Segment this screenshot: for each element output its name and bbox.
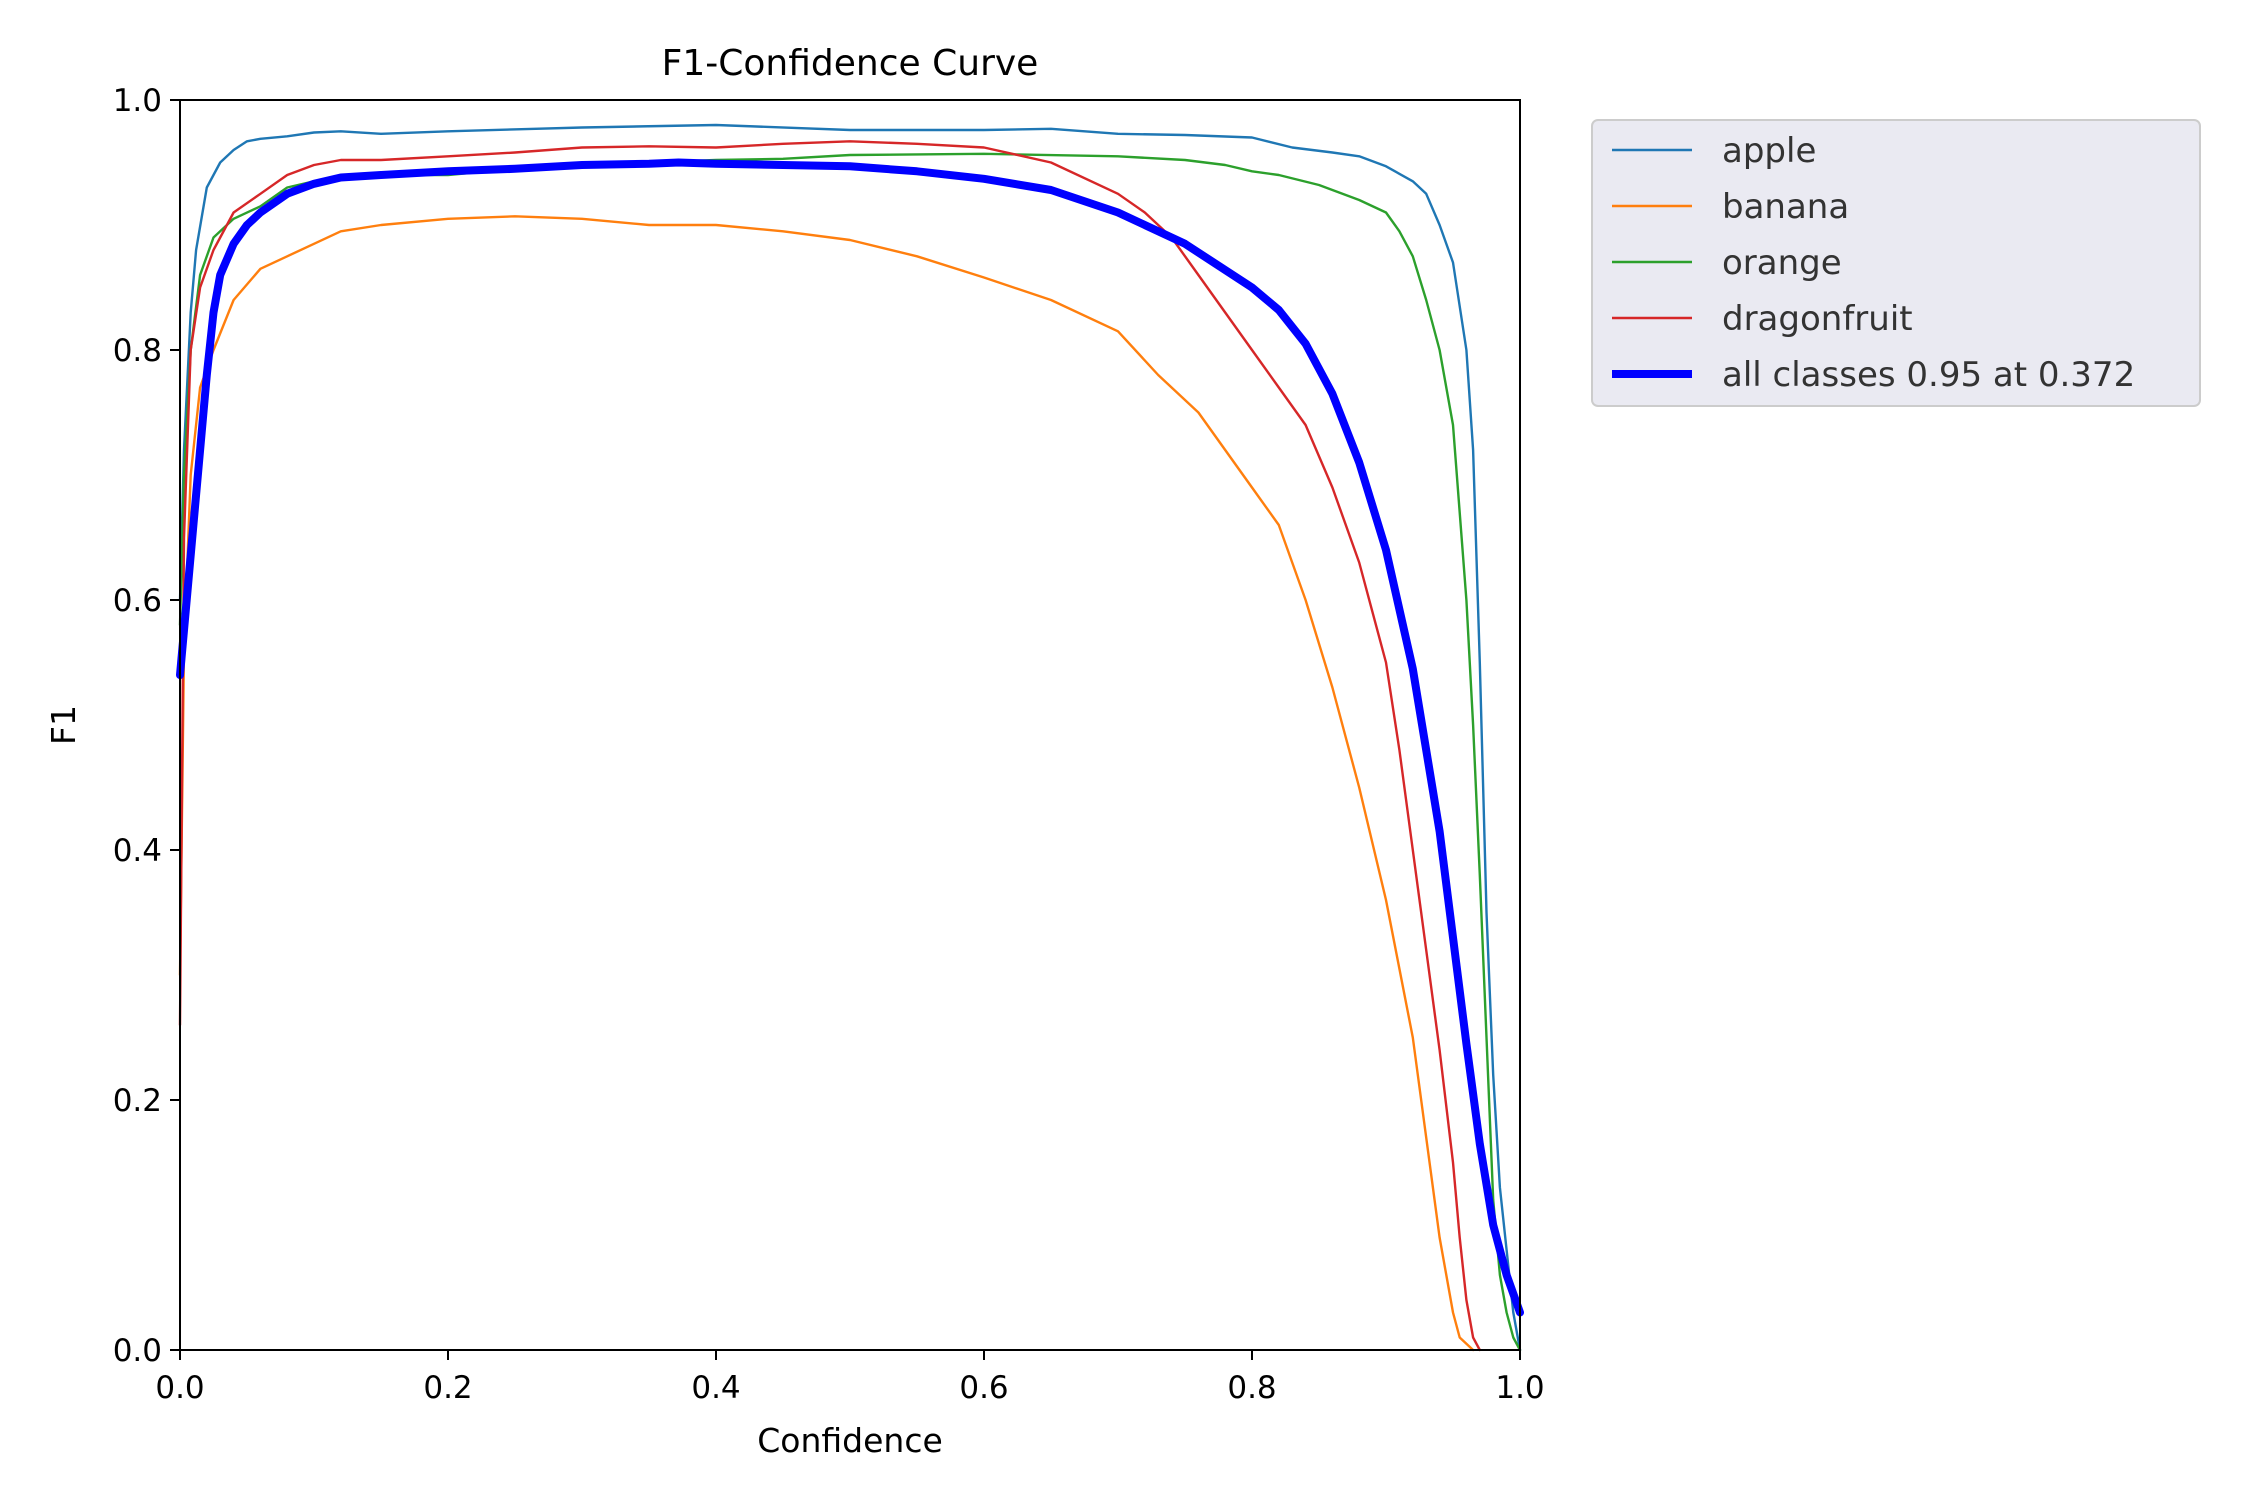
y-tick-label: 0.8 — [113, 333, 162, 369]
legend-label-all: all classes 0.95 at 0.372 — [1722, 355, 2135, 395]
x-tick-label: 0.2 — [423, 1370, 472, 1406]
y-axis-title: F1 — [44, 705, 83, 745]
series-line-all — [176, 158, 1524, 1317]
y-tick-label: 1.0 — [113, 83, 162, 119]
legend: apple banana orange dragonfruit all classes … — [1591, 119, 2201, 407]
y-tick-label: 0.6 — [113, 583, 162, 619]
x-tick-label: 0.6 — [959, 1370, 1008, 1406]
legend-label-apple: apple — [1722, 131, 1816, 171]
legend-label-banana: banana — [1722, 187, 1849, 227]
x-tick-label: 0.0 — [155, 1370, 204, 1406]
x-axis-title: Confidence — [757, 1421, 943, 1460]
legend-box — [1591, 119, 2201, 407]
legend-label-orange: orange — [1722, 243, 1842, 283]
y-tick-label: 0.4 — [113, 833, 162, 869]
series-line-dragonfruit — [178, 140, 1482, 1352]
x-axis: 0.0 0.2 0.4 0.6 0.8 1.0 — [155, 1350, 1545, 1406]
x-tick-label: 0.4 — [691, 1370, 740, 1406]
series-line-apple — [178, 123, 1522, 1352]
y-tick-label: 0.2 — [113, 1083, 162, 1119]
series-line-orange — [178, 152, 1522, 1352]
y-axis: 0.0 0.2 0.4 0.6 0.8 1.0 — [113, 83, 180, 1369]
series-layer — [176, 123, 1524, 1352]
x-tick-label: 1.0 — [1495, 1370, 1544, 1406]
x-tick-label: 0.8 — [1227, 1370, 1276, 1406]
chart-title: F1-Confidence Curve — [662, 43, 1039, 84]
plot-frame — [179, 99, 1521, 1351]
y-tick-label: 0.0 — [113, 1333, 162, 1369]
legend-label-dragonfruit: dragonfruit — [1722, 299, 1913, 339]
series-line-banana — [178, 215, 1475, 1352]
